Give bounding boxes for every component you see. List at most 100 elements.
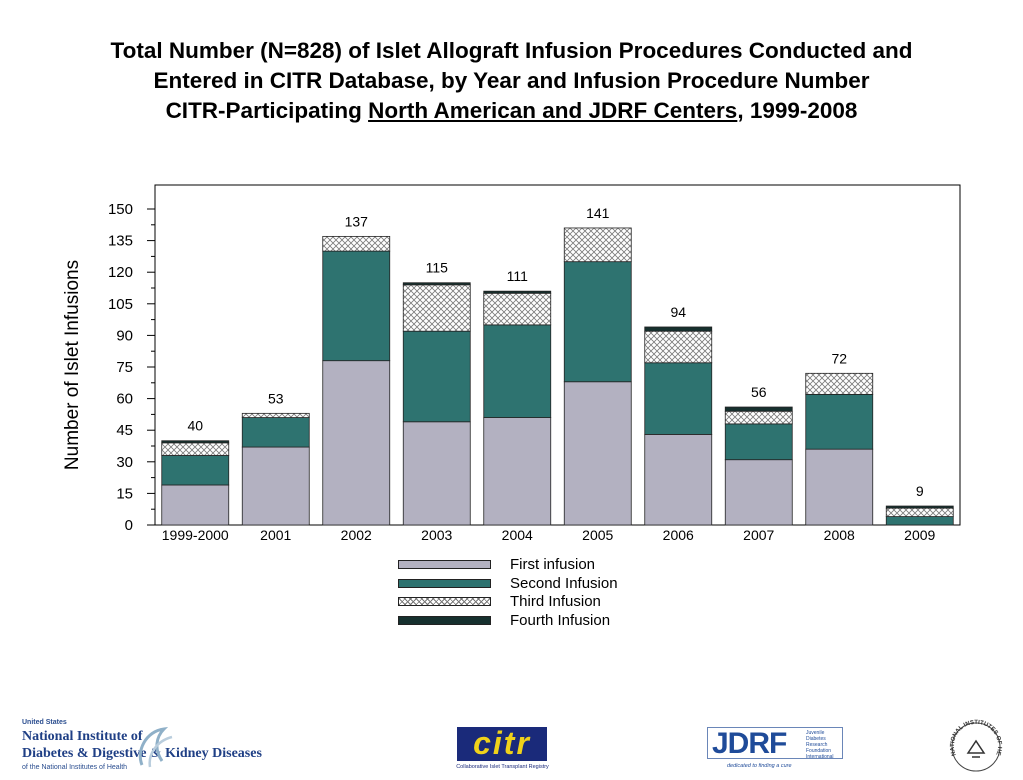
- jdrf-logo-box: JDRF Juvenile Diabetes Research Foundati…: [707, 727, 843, 760]
- niddk-logo-line-4: of the National Institutes of Health: [22, 764, 128, 771]
- niddk-logo-line-3: Diabetes & Digestive & Kidney Diseases: [22, 746, 262, 761]
- bar-segment-third: [563, 227, 632, 263]
- y-tick-label: 150: [108, 201, 133, 218]
- x-tick-label: 1999-2000: [162, 527, 229, 543]
- legend-swatch-first: [398, 560, 491, 569]
- bar-segment-third: [322, 235, 391, 252]
- bar-total-label: 111: [507, 268, 528, 284]
- niddk-logo-line-1: United States: [22, 719, 67, 726]
- bar-segment-first: [644, 434, 713, 526]
- stacked-bar-chart: 0 15 30 45 60 75 90 105 120 135 150 Number of Islet…: [62, 184, 961, 543]
- y-tick-label: 120: [108, 264, 133, 281]
- bar-segment-third: [885, 507, 954, 517]
- bar-segment-first: [563, 381, 632, 526]
- y-tick-label: 60: [116, 391, 133, 408]
- chart-title: Total Number (N=828) of Islet Allograft …: [0, 36, 1023, 126]
- bar-segment-first: [805, 448, 874, 526]
- jdrf-small-1: Juvenile: [806, 730, 825, 736]
- jdrf-small-3: Research: [806, 742, 828, 748]
- bar-total-label: 141: [586, 205, 610, 221]
- bar-segment-first: [402, 421, 471, 526]
- bar-segment-second: [805, 393, 874, 450]
- title-line-3-suffix: , 1999-2008: [737, 98, 858, 123]
- bar-segment-third: [644, 330, 713, 364]
- bar-segment-second: [885, 516, 954, 526]
- bar-segment-second: [724, 423, 793, 461]
- title-line-3-prefix: CITR-Participating: [165, 98, 369, 123]
- x-tick-label: 2005: [582, 527, 613, 543]
- y-tick-label: 105: [108, 296, 133, 313]
- bar-segment-first: [483, 417, 552, 526]
- bar-segment-first: [161, 484, 230, 526]
- jdrf-logo-tagline: dedicated to finding a cure: [727, 763, 792, 769]
- bar-segment-second: [644, 362, 713, 435]
- bar-segment-fourth: [885, 505, 954, 509]
- x-tick-label: 2004: [502, 527, 533, 543]
- title-line-2: Entered in CITR Database, by Year and In…: [153, 68, 870, 93]
- jdrf-logo-small-text: Juvenile Diabetes Research Foundation In…: [806, 730, 834, 760]
- x-tick-label: 2002: [341, 527, 372, 543]
- bar-segment-second: [483, 324, 552, 418]
- bar-total-label: 40: [187, 418, 203, 434]
- legend-swatch-third: [398, 597, 491, 606]
- bar-segment-first: [322, 360, 391, 526]
- bar-segment-third: [402, 284, 471, 332]
- bar-total-label: 94: [670, 304, 686, 320]
- nih-seal-icon: NATIONAL INSTITUTES OF HEALTH: [948, 717, 1002, 772]
- bar-segment-second: [402, 330, 471, 423]
- bar-segment-fourth: [724, 406, 793, 412]
- y-tick-label: 0: [125, 517, 133, 534]
- legend-swatch-second: [398, 578, 491, 588]
- bar-segment-fourth: [644, 326, 713, 332]
- niddk-swirl-icon: [138, 727, 173, 768]
- y-tick-label: 45: [116, 422, 133, 439]
- bar-total-label: 56: [751, 384, 767, 400]
- bar-total-label: 137: [345, 213, 369, 229]
- bar-segment-second: [563, 261, 632, 383]
- bar-segment-first: [241, 446, 310, 526]
- bar-segment-fourth: [161, 440, 230, 444]
- bar-total-label: 72: [831, 350, 847, 366]
- bar-segment-fourth: [483, 290, 552, 294]
- legend-label-fourth: Fourth Infusion: [510, 611, 611, 629]
- x-tick-label: 2003: [421, 527, 452, 543]
- citr-logo: citr Collaborative Islet Transplant Regi…: [450, 727, 555, 772]
- jdrf-logo: JDRF Juvenile Diabetes Research Foundati…: [707, 727, 847, 777]
- bar-segment-third: [241, 412, 310, 418]
- niddk-logo: United States National Institute of Diab…: [22, 719, 262, 777]
- footer-logos: United States National Institute of Diab…: [0, 715, 1023, 780]
- x-tick-label: 2006: [663, 527, 694, 543]
- niddk-logo-line-2: National Institute of: [22, 729, 143, 744]
- bar-total-label: 53: [268, 390, 284, 406]
- title-line-3: CITR-Participating North American and JD…: [0, 96, 1023, 126]
- y-axis-label: Number of Islet Infusions: [62, 260, 83, 470]
- legend-label-first: First infusion: [510, 556, 596, 573]
- x-tick-label: 2009: [904, 527, 935, 543]
- title-line-1: Total Number (N=828) of Islet Allograft …: [110, 38, 913, 63]
- nih-seal-text: NATIONAL INSTITUTES OF HEALTH: [948, 717, 1002, 756]
- y-tick-label: 135: [108, 233, 133, 250]
- bar-segment-second: [241, 417, 310, 448]
- bar-segment-second: [322, 250, 391, 362]
- jdrf-small-2: Diabetes: [806, 736, 826, 742]
- bar-segment-third: [161, 442, 230, 456]
- legend-label-second: Second Infusion: [510, 574, 618, 592]
- legend-swatch-fourth: [398, 615, 491, 625]
- citr-logo-subtitle: Collaborative Islet Transplant Registry: [456, 764, 549, 770]
- bar-segment-third: [724, 410, 793, 425]
- jdrf-small-4: Foundation: [806, 748, 832, 754]
- title-line-3-underlined: North American and JDRF Centers: [368, 98, 738, 123]
- bar-segment-second: [161, 455, 230, 486]
- x-tick-label: 2007: [743, 527, 774, 543]
- bar-segment-third: [483, 292, 552, 326]
- bar-segment-third: [805, 372, 874, 395]
- bar-total-label: 9: [916, 483, 924, 499]
- bar-segment-fourth: [402, 282, 471, 286]
- y-tick-label: 75: [116, 359, 133, 376]
- y-tick-label: 90: [116, 327, 133, 344]
- bar-total-label: 115: [426, 260, 449, 276]
- bar-segment-first: [724, 459, 793, 526]
- y-tick-label: 30: [116, 454, 133, 471]
- y-tick-label: 15: [116, 485, 133, 502]
- citr-logo-word: citr: [457, 727, 547, 761]
